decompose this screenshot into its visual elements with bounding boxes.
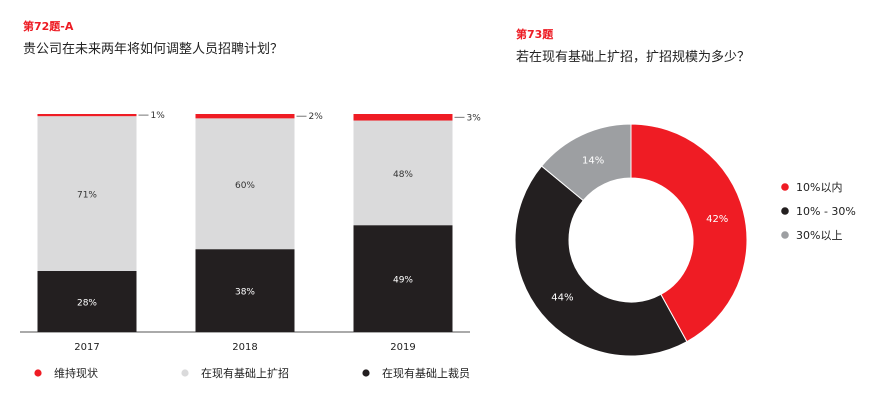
data-label-2019-1: 49% (393, 276, 413, 286)
donut-slice-3 (540, 123, 632, 202)
bar-2019-segment-2 (353, 120, 453, 226)
legend-marker-donut-1 (781, 183, 789, 191)
right-question-number: 第73题 (516, 28, 554, 41)
legend-marker-2 (181, 369, 189, 377)
data-label-2019-3: 3% (467, 113, 482, 123)
x-tick-label-2017: 2017 (74, 342, 99, 353)
data-label-2019-2: 48% (393, 170, 413, 180)
x-tick-label-2019: 2019 (390, 342, 415, 353)
legend-marker-donut-2 (781, 207, 789, 215)
data-label-2018-2: 60% (235, 181, 255, 191)
bar-2018-segment-1 (195, 249, 295, 332)
x-tick-label-2018: 2018 (232, 342, 257, 353)
donut-slice-label-2: 44% (551, 293, 573, 304)
left-question-number: 第72题-A (23, 20, 74, 33)
data-label-2018-1: 38% (235, 288, 255, 298)
legend-label-donut-1: 10%以内 (796, 180, 842, 194)
data-label-2017-3: 1% (151, 111, 166, 121)
legend-label-donut-3: 30%以上 (796, 229, 842, 242)
donut-slice-1 (630, 123, 748, 343)
donut-slice-label-1: 42% (706, 214, 728, 225)
bar-2019-segment-3 (353, 114, 453, 121)
legend-label-2: 在现有基础上扩招 (201, 366, 289, 380)
bar-2018-segment-3 (195, 114, 295, 119)
donut-slice-label-3: 14% (582, 155, 604, 166)
left-question-title: 贵公司在未来两年将如何调整人员招聘计划？ (23, 42, 284, 57)
data-label-2017-2: 71% (77, 191, 97, 201)
right-question-title: 若在现有基础上扩招，扩招规模为多少？ (516, 50, 751, 65)
bar-2017-segment-3 (37, 114, 137, 117)
legend-marker-donut-3 (781, 231, 789, 239)
legend-marker-1 (34, 369, 42, 377)
data-label-2017-1: 28% (77, 298, 97, 308)
bar-2017-segment-1 (37, 270, 137, 332)
legend-label-donut-2: 10% - 30% (796, 205, 856, 218)
bar-2018-segment-2 (195, 118, 295, 250)
donut-slice-2 (514, 165, 688, 357)
bar-2017-segment-2 (37, 116, 137, 271)
legend-label-3: 在现有基础上裁员 (382, 366, 470, 380)
data-label-2018-3: 2% (309, 112, 324, 122)
legend-label-1: 维持现状 (54, 366, 98, 380)
bar-2019-segment-1 (353, 225, 453, 332)
legend-marker-3 (362, 369, 370, 377)
